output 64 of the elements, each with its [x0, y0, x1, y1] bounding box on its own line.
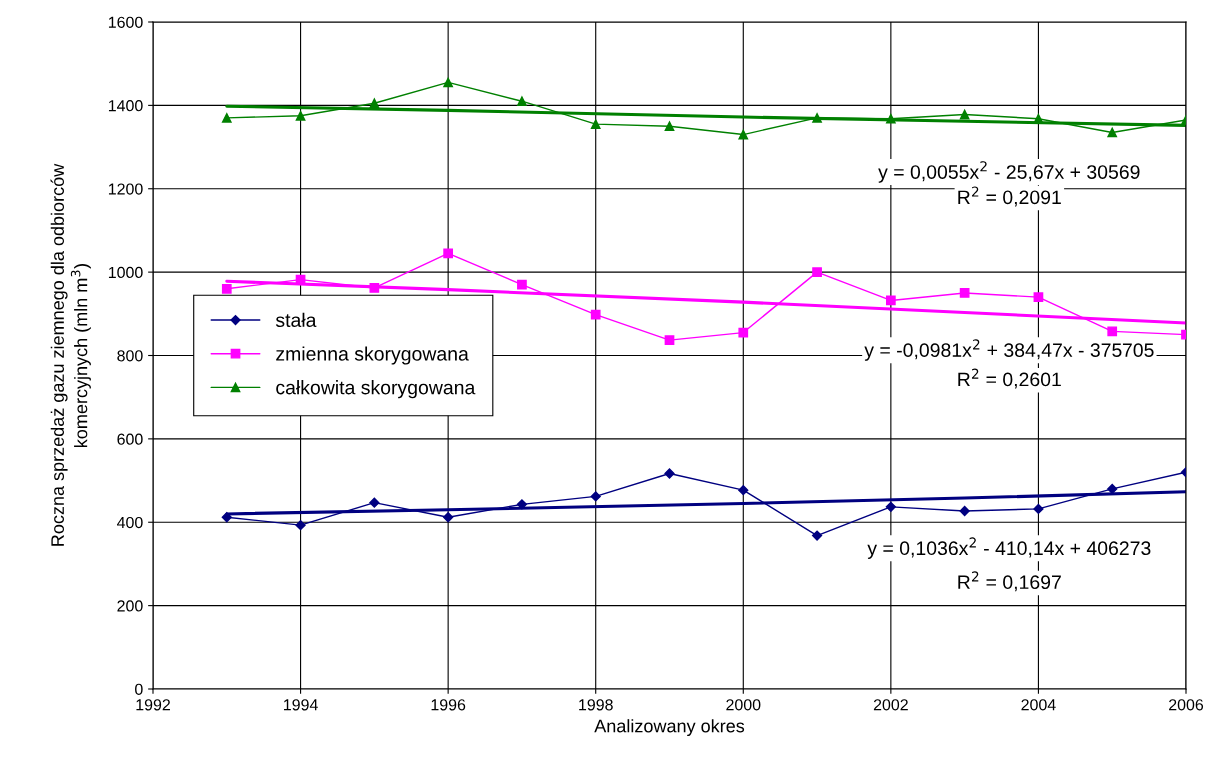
x-tick-label: 1992 [136, 699, 170, 711]
point [1107, 127, 1118, 138]
y-tick-label: 600 [117, 433, 143, 445]
point [221, 113, 232, 123]
point [590, 119, 601, 129]
x-tick-label: 2004 [1021, 699, 1056, 711]
point [590, 309, 601, 320]
point [959, 288, 970, 298]
x-tick-label: 2006 [1169, 699, 1204, 711]
x-tick-label: 2000 [726, 699, 761, 711]
point [221, 283, 232, 294]
point [1033, 503, 1044, 515]
point [443, 77, 454, 88]
y-tick-label: 1600 [108, 16, 143, 28]
point [369, 98, 380, 109]
y-tick-label: 800 [117, 350, 143, 362]
point [295, 110, 306, 121]
point [885, 113, 896, 124]
point [369, 283, 380, 293]
annotation: R$^{2}$ = 0,2091 [958, 186, 1061, 207]
y-tick-label: 1200 [108, 183, 143, 195]
point [443, 512, 454, 523]
x-tick-label: 1994 [284, 699, 318, 711]
legend-label: stała [275, 312, 317, 328]
point [221, 512, 232, 523]
annotation: y = 0,1036x$^{2}$ - 410,14x + 406273 [867, 537, 1151, 559]
y-tick-label: 0 [135, 683, 143, 695]
point [812, 113, 822, 123]
x-tick-label: 1998 [579, 699, 613, 711]
point [664, 121, 675, 132]
x-tick-label: 1996 [431, 699, 466, 711]
y-axis-title: Roczna sprzedaż gazu ziemnego dla odbiorców komercyjnych (mln m$^{3}$) [50, 163, 91, 546]
point [517, 96, 527, 107]
point [369, 497, 380, 508]
annotation: R$^{2}$ = 0,2601 [958, 368, 1061, 389]
annotation: R$^{2}$ = 0,1697 [958, 571, 1061, 592]
legend-label: zmienna skorygowana [276, 346, 469, 365]
annotation: y = 0,0055x$^{2}$ - 25,67x + 30569 [878, 161, 1140, 183]
point [1033, 292, 1044, 302]
y-tick-label: 1400 [108, 100, 143, 112]
point [738, 485, 749, 496]
y-tick-label: 200 [117, 600, 143, 612]
point [959, 109, 970, 120]
legend-label: całkowita skorygowana [276, 380, 476, 399]
annotation: y = -0,0981x$^{2}$ + 384,47x - 375705 [864, 339, 1154, 361]
point [811, 530, 823, 541]
point [738, 129, 749, 140]
point [664, 335, 675, 345]
y-tick-label: 1000 [108, 266, 143, 279]
point [664, 468, 675, 479]
point [959, 505, 970, 517]
point [517, 279, 527, 290]
x-tick-label: 2002 [873, 699, 908, 711]
point [516, 499, 528, 510]
point [885, 501, 896, 512]
point [885, 295, 896, 306]
point [443, 248, 454, 259]
point [590, 491, 601, 502]
y-tick-label: 400 [117, 516, 143, 529]
point [812, 267, 822, 277]
x-axis-title: Analizowany okres [594, 719, 745, 736]
point [295, 520, 306, 531]
point [1107, 326, 1118, 337]
point [738, 327, 749, 338]
